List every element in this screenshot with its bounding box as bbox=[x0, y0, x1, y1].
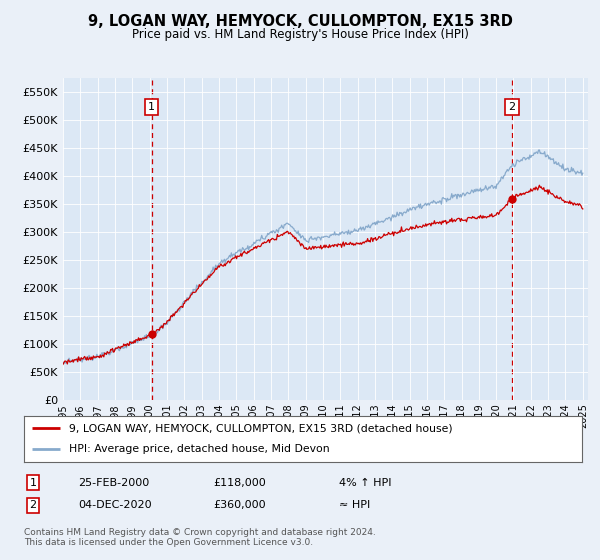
Text: 9, LOGAN WAY, HEMYOCK, CULLOMPTON, EX15 3RD: 9, LOGAN WAY, HEMYOCK, CULLOMPTON, EX15 … bbox=[88, 14, 512, 29]
Text: 1: 1 bbox=[29, 478, 37, 488]
Text: 4% ↑ HPI: 4% ↑ HPI bbox=[339, 478, 391, 488]
Text: £118,000: £118,000 bbox=[213, 478, 266, 488]
Text: 04-DEC-2020: 04-DEC-2020 bbox=[78, 500, 152, 510]
Text: 1: 1 bbox=[148, 102, 155, 113]
Text: 2: 2 bbox=[29, 500, 37, 510]
Text: £360,000: £360,000 bbox=[213, 500, 266, 510]
Text: 9, LOGAN WAY, HEMYOCK, CULLOMPTON, EX15 3RD (detached house): 9, LOGAN WAY, HEMYOCK, CULLOMPTON, EX15 … bbox=[68, 423, 452, 433]
Text: 2: 2 bbox=[509, 102, 515, 113]
Text: HPI: Average price, detached house, Mid Devon: HPI: Average price, detached house, Mid … bbox=[68, 445, 329, 455]
Text: 25-FEB-2000: 25-FEB-2000 bbox=[78, 478, 149, 488]
Text: Contains HM Land Registry data © Crown copyright and database right 2024.
This d: Contains HM Land Registry data © Crown c… bbox=[24, 528, 376, 547]
Text: ≈ HPI: ≈ HPI bbox=[339, 500, 370, 510]
Text: Price paid vs. HM Land Registry's House Price Index (HPI): Price paid vs. HM Land Registry's House … bbox=[131, 28, 469, 41]
